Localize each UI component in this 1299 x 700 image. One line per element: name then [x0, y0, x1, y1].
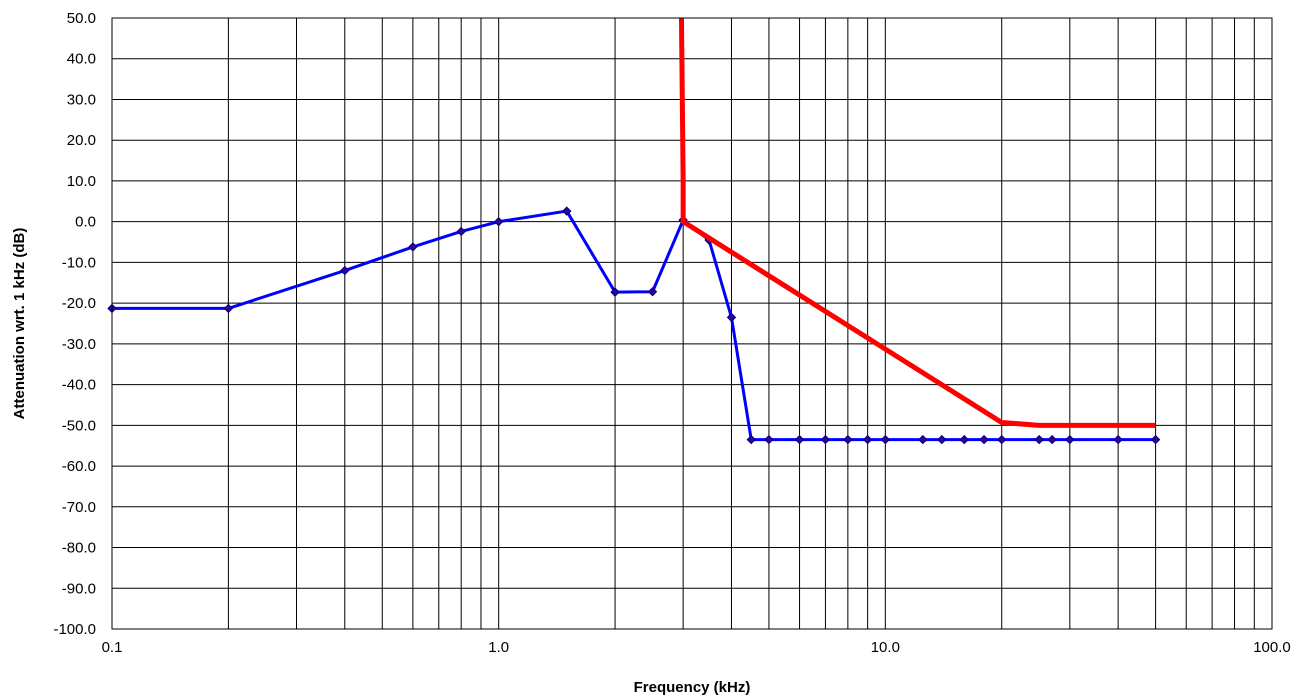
- y-tick-label: -90.0: [62, 580, 96, 597]
- tick-labels: 50.0 40.0 30.0 20.0 10.0 0.0 -10.0 -20.0 -30.0 -4…: [53, 10, 1290, 656]
- y-tick-label: 0.0: [75, 214, 96, 231]
- series-layer: [107, 17, 1161, 445]
- y-tick-label: -10.0: [62, 254, 96, 271]
- data-point: [862, 434, 873, 445]
- data-point: [610, 287, 620, 297]
- y-tick-label: -40.0: [62, 377, 96, 394]
- x-tick-label: 1.0: [488, 639, 509, 656]
- data-point: [746, 434, 756, 445]
- data-point: [997, 434, 1007, 445]
- data-point: [1034, 434, 1044, 445]
- data-point: [918, 434, 928, 445]
- data-point: [794, 434, 805, 445]
- y-tick-label: 40.0: [67, 51, 96, 68]
- data-point: [456, 226, 466, 237]
- y-tick-label: -60.0: [62, 458, 96, 475]
- grid: [111, 17, 1272, 630]
- y-tick-label: 10.0: [67, 173, 96, 190]
- y-tick-label: 50.0: [67, 10, 96, 27]
- x-tick-label: 0.1: [102, 639, 123, 656]
- data-point: [1047, 434, 1057, 445]
- data-point: [764, 434, 774, 445]
- data-point: [493, 216, 504, 227]
- y-tick-label: 20.0: [67, 132, 96, 149]
- y-axis-title: Attenuation wrt. 1 kHz (dB): [11, 228, 28, 420]
- y-tick-label: -100.0: [53, 621, 96, 638]
- data-point: [223, 303, 234, 314]
- y-tick-label: -70.0: [62, 499, 96, 516]
- y-tick-label: -80.0: [62, 540, 96, 557]
- data-point: [880, 434, 891, 445]
- data-point: [959, 434, 969, 445]
- data-point: [408, 242, 418, 252]
- data-point: [937, 434, 947, 445]
- y-tick-label: -30.0: [62, 336, 96, 353]
- data-point: [726, 312, 737, 323]
- data-point: [979, 434, 989, 445]
- x-tick-label: 100.0: [1253, 639, 1291, 656]
- x-tick-label: 10.0: [871, 639, 900, 656]
- data-point: [1065, 434, 1075, 445]
- data-point: [820, 434, 831, 445]
- data-point: [647, 287, 658, 297]
- series-line-1: [678, 17, 1156, 428]
- data-point: [340, 265, 350, 276]
- x-axis-title: Frequency (kHz): [634, 679, 751, 696]
- y-tick-label: -20.0: [62, 295, 96, 312]
- plot-area-border: [111, 17, 1273, 630]
- y-tick-label: -50.0: [62, 417, 96, 434]
- data-point: [562, 206, 572, 216]
- data-point: [1113, 434, 1123, 445]
- data-point: [1150, 434, 1161, 445]
- data-point: [843, 434, 853, 445]
- y-tick-label: 30.0: [67, 91, 96, 108]
